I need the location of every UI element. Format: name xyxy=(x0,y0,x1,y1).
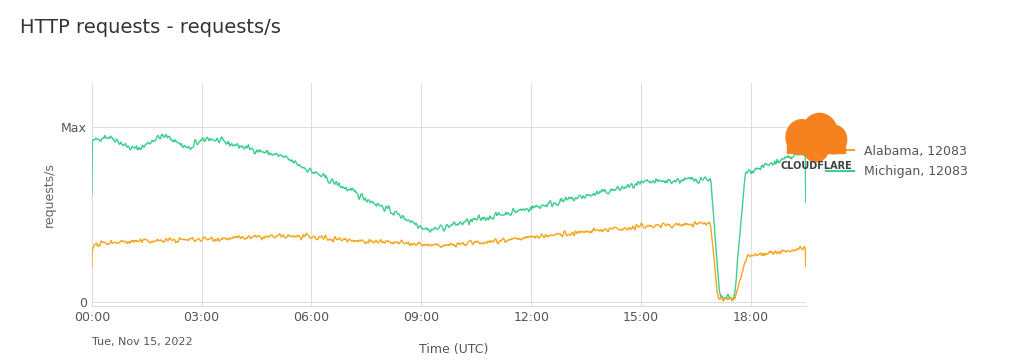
Circle shape xyxy=(802,133,828,162)
Text: HTTP requests - requests/s: HTTP requests - requests/s xyxy=(20,18,281,37)
Text: Time (UTC): Time (UTC) xyxy=(419,343,488,356)
Legend: Alabama, 12083, Michigan, 12083: Alabama, 12083, Michigan, 12083 xyxy=(825,145,967,178)
Circle shape xyxy=(801,113,837,153)
Circle shape xyxy=(786,120,816,154)
Text: Tue, Nov 15, 2022: Tue, Nov 15, 2022 xyxy=(92,337,193,347)
Text: CLOUDFLARE: CLOUDFLARE xyxy=(780,161,851,171)
FancyBboxPatch shape xyxy=(787,137,844,153)
Y-axis label: requests/s: requests/s xyxy=(43,162,55,227)
Circle shape xyxy=(820,125,846,154)
